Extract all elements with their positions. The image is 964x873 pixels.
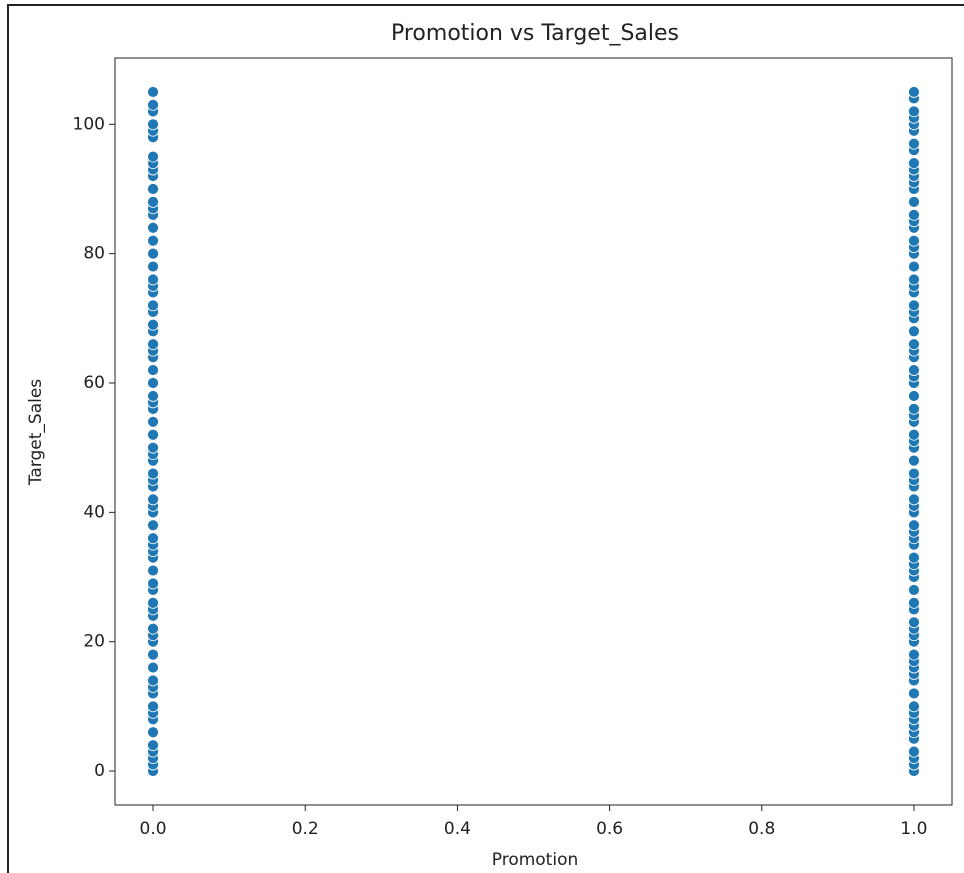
point xyxy=(908,551,920,564)
y-tick-label: 80 xyxy=(83,244,105,264)
point xyxy=(147,299,159,312)
point xyxy=(908,745,920,758)
point xyxy=(147,377,159,389)
y-tick-label: 40 xyxy=(83,502,105,522)
point xyxy=(908,700,920,713)
point xyxy=(147,493,159,506)
point xyxy=(147,364,159,376)
point xyxy=(147,183,159,195)
point xyxy=(908,467,920,480)
point xyxy=(147,596,159,609)
y-tick-label: 20 xyxy=(83,632,105,652)
point xyxy=(147,674,159,687)
y-tick-label: 0 xyxy=(94,761,105,781)
y-tick-label: 60 xyxy=(83,373,105,393)
x-tick-label: 0.2 xyxy=(292,819,319,839)
point xyxy=(908,402,920,415)
x-tick-label: 0.4 xyxy=(444,819,471,839)
point xyxy=(147,577,159,590)
point xyxy=(147,622,159,635)
point xyxy=(908,325,920,338)
point xyxy=(147,234,159,247)
point xyxy=(147,648,159,661)
point xyxy=(908,493,920,506)
point xyxy=(147,118,159,131)
point xyxy=(147,428,159,441)
point xyxy=(908,208,920,221)
point xyxy=(147,196,159,208)
x-tick-label: 1.0 xyxy=(900,819,927,839)
point xyxy=(147,441,159,454)
point xyxy=(908,687,920,700)
point xyxy=(147,564,159,577)
point xyxy=(147,532,159,545)
point xyxy=(908,584,920,596)
point xyxy=(147,390,159,402)
point xyxy=(908,519,920,532)
point xyxy=(147,98,159,111)
point xyxy=(908,390,920,402)
point xyxy=(908,273,920,286)
point xyxy=(147,318,159,331)
chart-title: Promotion vs Target_Sales xyxy=(391,21,679,46)
point xyxy=(908,648,920,661)
y-tick-label: 100 xyxy=(73,114,105,134)
point xyxy=(147,467,159,480)
point xyxy=(908,338,920,351)
frame xyxy=(7,4,964,873)
point xyxy=(908,364,920,376)
y-axis-label: Target_Sales xyxy=(26,379,46,486)
point xyxy=(147,86,159,98)
point xyxy=(147,415,159,428)
x-tick-label: 0.0 xyxy=(140,819,167,839)
point xyxy=(908,137,920,150)
point xyxy=(147,273,159,286)
point xyxy=(147,260,159,273)
point xyxy=(908,105,920,118)
x-tick-label: 0.6 xyxy=(596,819,623,839)
point xyxy=(908,428,920,441)
point xyxy=(147,519,159,532)
point xyxy=(908,454,920,467)
point xyxy=(908,196,920,208)
point xyxy=(908,234,920,247)
point xyxy=(908,86,920,98)
point xyxy=(147,726,159,739)
point xyxy=(147,739,159,752)
point xyxy=(147,661,159,674)
point xyxy=(147,150,159,163)
axes-frame xyxy=(114,57,953,806)
point xyxy=(908,157,920,169)
point xyxy=(147,221,159,234)
point xyxy=(147,700,159,713)
x-tick-label: 0.8 xyxy=(748,819,775,839)
point xyxy=(908,616,920,629)
point xyxy=(147,247,159,260)
point xyxy=(147,338,159,351)
x-axis-label: Promotion xyxy=(492,850,579,870)
point xyxy=(908,260,920,273)
point xyxy=(908,596,920,609)
point xyxy=(908,299,920,312)
